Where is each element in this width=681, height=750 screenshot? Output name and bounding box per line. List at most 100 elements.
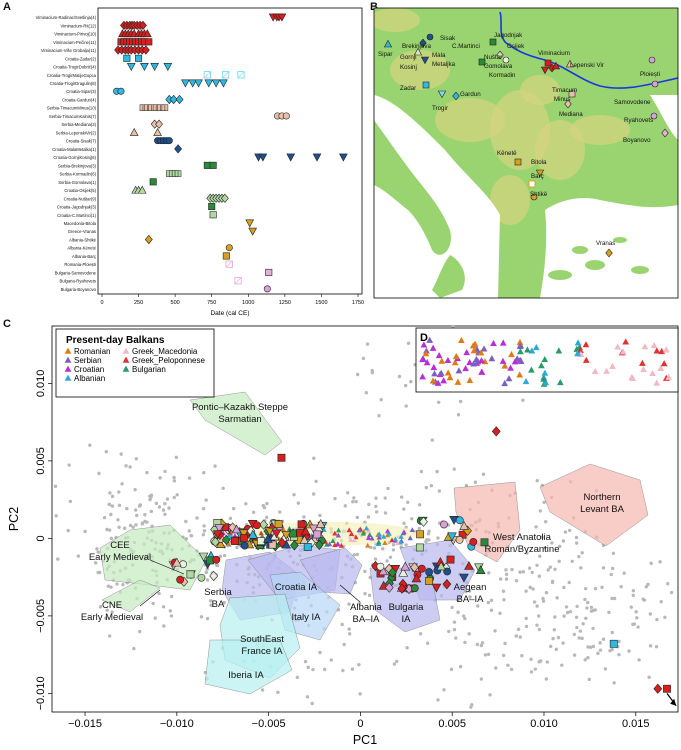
place-label: Jagodnjak (494, 32, 523, 39)
inset-point (640, 365, 647, 373)
polygon-label-line2: BA–IA (353, 614, 381, 625)
tyrrhenian-sea (374, 199, 430, 298)
island (585, 260, 605, 270)
ancient-individual (186, 570, 195, 579)
polygon-label: Italy IA (291, 612, 321, 623)
row-label: Serbia-TimacumKalnis(7) (49, 114, 97, 119)
reference-point (251, 510, 256, 514)
date-marker (174, 144, 182, 154)
date-marker (258, 153, 268, 162)
reference-point (586, 600, 590, 605)
reference-point (494, 666, 498, 670)
date-marker-cross (226, 260, 233, 268)
inset-point (470, 360, 477, 367)
reference-point (622, 571, 626, 575)
reference-point (381, 547, 385, 551)
polygon-label-line2: BA–IA (457, 594, 485, 605)
pc1-tick-label: 0.005 (438, 718, 466, 730)
place-label: Lepenski Vir (570, 62, 604, 69)
place-label: C.Martinci (452, 43, 480, 50)
inset-point (466, 376, 474, 384)
reference-point (175, 493, 179, 497)
reference-polygon (539, 463, 649, 547)
reference-point (184, 537, 188, 541)
inset-point (603, 367, 610, 374)
reference-polygon (101, 579, 161, 613)
reference-point (104, 616, 108, 620)
reference-point (610, 566, 615, 571)
legend-label: Greek_Peloponnese (132, 356, 205, 365)
reference-point (108, 634, 112, 638)
reference-point (222, 600, 226, 605)
reference-point (310, 701, 314, 706)
reference-point (305, 695, 310, 699)
inset-point (499, 339, 507, 346)
reference-point (530, 570, 534, 575)
date-marker (163, 63, 173, 71)
reference-point (351, 499, 355, 504)
reference-point (209, 603, 213, 607)
reference-point (149, 495, 153, 499)
polygon-label: Albania (350, 602, 382, 613)
date-marker (165, 137, 173, 145)
x-tick-label: 1250 (279, 300, 291, 306)
reference-point (501, 589, 506, 593)
reference-point (555, 596, 559, 600)
inset-point (508, 350, 515, 358)
reference-point (556, 635, 561, 640)
legend: Present-day BalkansRomanianSerbianCroati… (55, 328, 215, 398)
inset-point (507, 364, 514, 371)
date-marker (155, 119, 163, 129)
place-label: Trogir (432, 105, 448, 112)
date-marker (137, 185, 147, 194)
reference-point (619, 585, 623, 589)
inset-point (524, 346, 531, 353)
reference-point (66, 528, 70, 533)
inset-point (423, 359, 431, 366)
reference-point (537, 614, 541, 618)
reference-point (611, 551, 616, 555)
reference-point (452, 467, 456, 471)
row-label: Viminacium-Više Grobalja(11) (41, 48, 97, 53)
reference-point (586, 656, 590, 660)
reference-point (409, 379, 413, 384)
reference-point (140, 521, 145, 525)
reference-point (578, 629, 583, 633)
reference-point (357, 662, 361, 667)
place-label: Gornji (400, 54, 417, 61)
ancient-individual (425, 577, 433, 585)
inset-point (505, 375, 513, 382)
ancient-individual (419, 516, 428, 527)
reference-point (437, 489, 442, 493)
reference-point (56, 557, 60, 561)
inset-point (431, 370, 438, 377)
pc1-tick-label: 0.015 (622, 718, 650, 730)
reference-point (347, 602, 351, 606)
reference-point (123, 526, 127, 530)
reference-point (67, 463, 71, 467)
present-day-point (363, 525, 370, 531)
place-label: Sisak (440, 35, 456, 42)
reference-point (479, 677, 484, 681)
ancient-individual (400, 561, 411, 571)
reference-point (570, 559, 574, 564)
inset-point (422, 350, 430, 357)
reference-point (96, 550, 100, 554)
inset-point (488, 355, 496, 362)
reference-point (545, 660, 549, 664)
legend-box (55, 328, 215, 398)
reference-point (655, 617, 659, 622)
reference-point (442, 688, 446, 692)
row-label: Bulgaria-Ryahovets (59, 279, 96, 284)
reference-point (117, 525, 121, 530)
place-label: Mediana (559, 111, 583, 118)
reference-point (568, 609, 573, 614)
present-day-point (365, 535, 372, 540)
reference-point (475, 642, 480, 647)
polygon-label-line2: BA (212, 599, 225, 610)
reference-point (109, 536, 114, 541)
date-marker (339, 153, 348, 162)
x-tick-label: 500 (171, 300, 180, 306)
place-label: Mala (432, 52, 446, 59)
